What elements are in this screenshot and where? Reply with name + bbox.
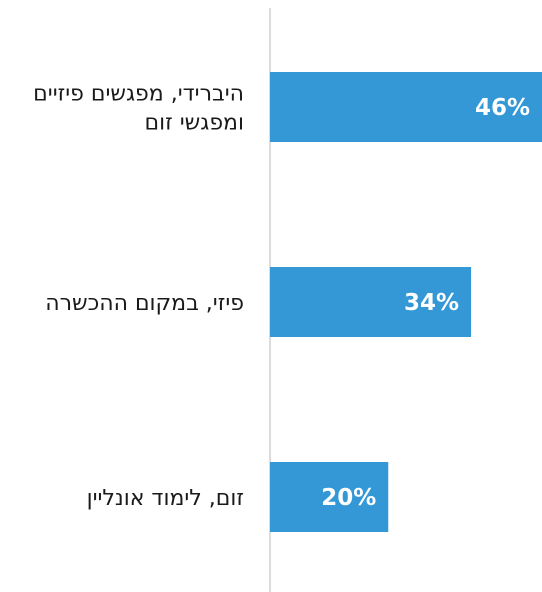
category-label-1-line-1: היברידי, מפגשים פיזיים — [33, 82, 244, 107]
value-label-1: 46% — [475, 95, 530, 121]
category-label-1-line-2: ומפגשי זום — [145, 111, 244, 136]
category-label-2: פיזי, במקום ההכשרה — [45, 291, 244, 316]
bar-2 — [270, 267, 472, 337]
value-label-2: 34% — [404, 290, 459, 316]
bar-3 — [270, 462, 389, 532]
category-label-3: זום, לימוד אונליין — [87, 486, 244, 511]
value-label-3: 20% — [321, 485, 376, 511]
bar-1 — [270, 72, 542, 142]
